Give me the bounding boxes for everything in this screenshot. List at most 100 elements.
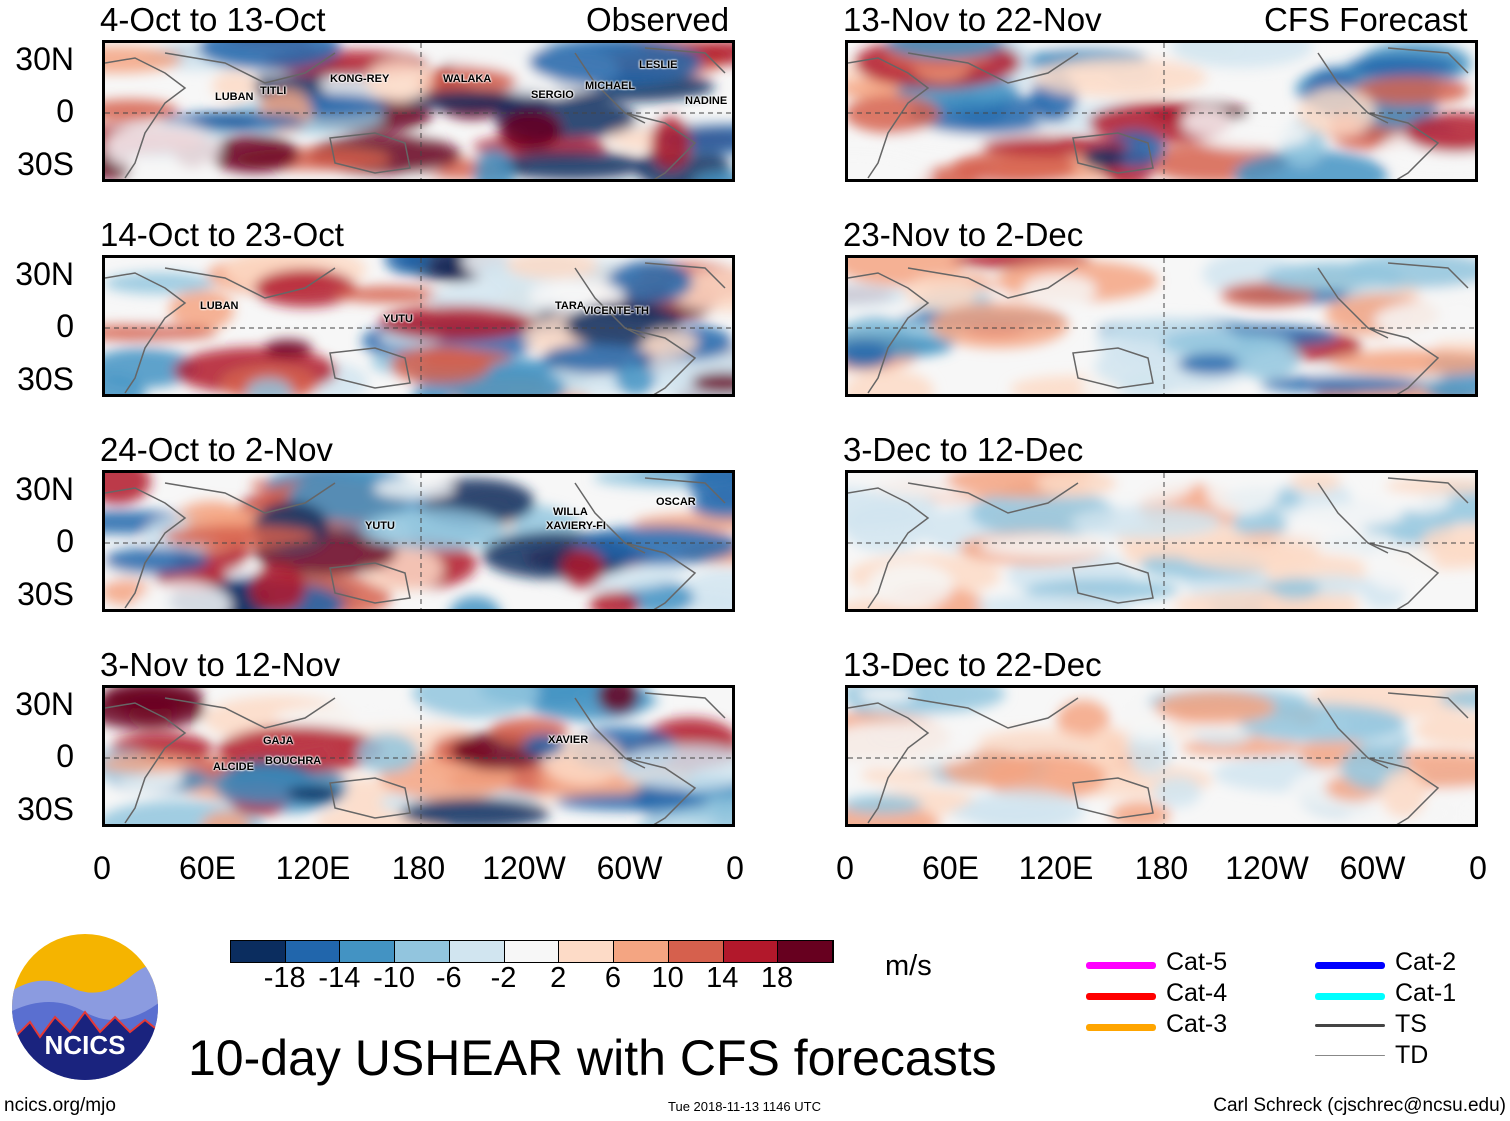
colorbar-swatch [559,941,615,962]
map-panel: YUTU WILLA XAVIERY-FI OSCAR [102,470,735,612]
colorbar-tick-label: 2 [550,962,567,994]
colorbar-swatch [668,941,724,962]
lon-tick-label: 0 [836,850,854,886]
coastlines [848,262,1469,394]
colorbar-tick-label: -18 [263,962,306,994]
lon-tick-label: 120W [482,850,566,886]
lat-tick-label: 30S [17,576,74,612]
lon-tick-label: 120E [1018,850,1094,886]
lat-tick-label: 0 [56,738,74,774]
storm-label: TITLI [260,85,287,97]
ncics-logo: NCICS [12,934,158,1080]
figure-title: 10-day USHEAR with CFS forecasts [188,1030,997,1086]
storm-label: BOUCHRA [265,755,322,767]
legend-label: Cat-2 [1395,948,1457,976]
legend-line [1086,1024,1156,1031]
observed-label: Observed [586,1,730,38]
colorbar-tick-label: -10 [373,962,416,994]
lat-tick-label: 30S [17,791,74,827]
lon-tick-label: 60W [1339,850,1406,886]
colorbar-tick-label: -2 [490,962,517,994]
legend-label: TS [1395,1010,1427,1038]
colorbar-swatch [340,941,396,962]
storm-label: KONG-REY [330,73,390,85]
legend-line [1086,962,1156,969]
panel-title: 13-Dec to 22-Dec [843,646,1102,683]
coastlines [848,477,1469,609]
map-panel: LUBAN TITLI KONG-REY WALAKA SERGIO MICHAEL LES… [102,40,735,182]
timestamp: Tue 2018-11-13 1146 UTC [668,1099,821,1114]
forecast-label: CFS Forecast [1264,1,1468,38]
lat-tick-label: 30N [15,256,74,292]
shear-field [848,258,1475,394]
colorbar-tick-label: 6 [604,962,621,994]
panel-title: 13-Nov to 22-Nov [843,1,1102,38]
lat-tick-label: 30S [17,146,74,182]
lon-tick-label: 120E [275,850,351,886]
lat-tick-label: 0 [56,93,74,129]
storm-label: YUTU [383,313,413,325]
storm-label: ALCIDE [213,761,254,773]
shear-field [105,473,732,609]
lat-tick-label: 30N [15,41,74,77]
lat-tick-label: 0 [56,308,74,344]
logo-text: NCICS [45,1030,126,1060]
map-panel [845,40,1478,182]
units-label: m/s [885,950,932,982]
coastlines [105,47,726,179]
panel-title: 3-Nov to 12-Nov [100,646,341,683]
map-panel: GAJA ALCIDE BOUCHRA XAVIER [102,685,735,827]
storm-label: LESLIE [639,59,678,71]
lon-tick-label: 120W [1225,850,1309,886]
map-panel [845,470,1478,612]
lon-tick-label: 60E [179,850,236,886]
lat-tick-label: 30N [15,686,74,722]
legend-line [1086,993,1156,1000]
colorbar-swatch [504,941,560,962]
colorbar-swatch [285,941,341,962]
legend-label: Cat-3 [1166,1010,1228,1038]
panel-title: 3-Dec to 12-Dec [843,431,1084,468]
legend-line [1315,1055,1385,1056]
storm-label: WALAKA [443,73,492,85]
colorbar-swatch [395,941,450,962]
panel-title: 14-Oct to 23-Oct [100,216,344,253]
lat-tick-label: 30S [17,361,74,397]
lon-tick-label: 60W [596,850,663,886]
legend-line [1315,993,1385,1000]
colorbar-tick-label: 10 [651,962,684,994]
map-panel [845,685,1478,827]
colorbar-tick-label: 18 [760,962,794,994]
storm-label: TARA [555,300,585,312]
lon-tick-label: 180 [391,850,446,886]
colorbar-swatch [449,941,505,962]
colorbar-swatch [778,941,834,962]
storm-label: SERGIO [531,89,574,101]
storm-label: XAVIER [548,734,589,746]
storm-label: NADINE [685,95,728,107]
map-panel [845,255,1478,397]
map-panel: LUBAN YUTU TARA VICENTE-TH [102,255,735,397]
legend-label: Cat-5 [1166,948,1228,976]
colorbar [230,940,834,963]
coastlines [105,477,726,609]
lon-tick-label: 0 [1469,850,1487,886]
lon-tick-label: 60E [922,850,979,886]
legend-label: Cat-4 [1166,979,1228,1007]
storm-label: OSCAR [656,496,696,508]
shear-field [105,688,732,824]
shear-field [105,258,732,394]
lat-tick-label: 30N [15,471,74,507]
colorbar-swatch [231,941,286,962]
legend-line [1315,1024,1385,1027]
panel-title: 23-Nov to 2-Dec [843,216,1084,253]
coastlines [848,47,1469,179]
storm-label: LUBAN [200,300,239,312]
url-link[interactable]: ncics.org/mjo [4,1095,116,1116]
shear-field [848,688,1475,824]
legend-label: Cat-1 [1395,979,1457,1007]
lon-tick-label: 180 [1134,850,1189,886]
panel-title: 4-Oct to 13-Oct [100,1,326,38]
panel-title: 24-Oct to 2-Nov [100,431,333,468]
shear-field [848,473,1475,609]
